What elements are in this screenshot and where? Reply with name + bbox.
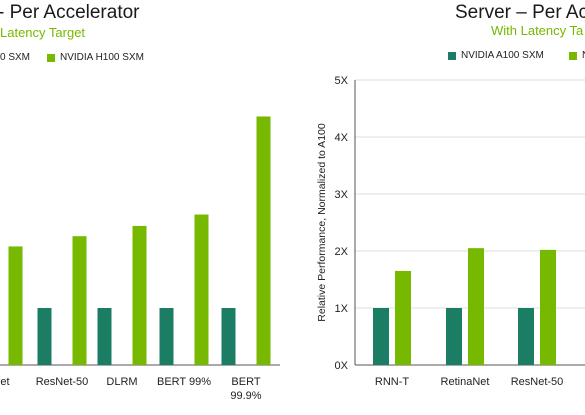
right-legend-h100-label: NV [582,50,585,61]
left-bar-h100 [256,116,271,365]
left-bar-a100 [221,308,236,365]
left-legend-h100: NVIDIA H100 SXM [47,52,144,63]
right-bar-h100 [395,270,411,365]
left-category-label: DLRM [106,376,137,388]
left-legend-h100-swatch [47,53,55,62]
right-chart-panel: Server – Per Acce With Latency Ta NVIDIA… [305,0,585,415]
right-bar-h100 [468,248,484,365]
right-category-label: RetinaNet [441,376,490,388]
right-bar-a100 [373,308,389,365]
right-y-tick-label: 0X [335,360,349,372]
left-bar-h100 [72,236,87,365]
right-chart-subtitle: With Latency Ta [491,23,584,38]
left-legend-h100-label: NVIDIA H100 SXM [60,52,144,63]
left-chart-subtitle: Latency Target [0,25,86,40]
right-bar-a100 [446,308,462,365]
left-bar-a100 [97,308,112,365]
right-chart-title: Server – Per Acce [455,2,585,23]
right-category-label: ResNet-50 [511,376,564,388]
right-y-tick-label: 1X [335,303,349,315]
left-category-label: BERT [231,376,260,388]
right-legend-a100: NVIDIA A100 SXM [448,50,544,61]
right-y-tick-label: 3X [335,189,349,201]
right-legend-a100-swatch [448,51,456,60]
right-legend-h100: NV [569,50,585,61]
right-bar-h100 [540,249,556,365]
right-bar-a100 [518,308,534,365]
left-category-label: aNet [0,376,10,388]
left-chart-plot: aNet ResNet-50 DLRM BERT 99% BERT 99.9% [0,116,280,402]
left-category-label: BERT 99% [157,376,211,388]
left-bar-h100 [8,246,23,365]
right-legend-a100-label: NVIDIA A100 SXM [461,50,544,61]
right-chart-plot: 0X 1X 2X 3X 4X 5X RNN-T RetinaNet ResNet-50 Relat… [316,75,585,388]
left-category-label: 99.9% [230,390,261,402]
right-category-label: RNN-T [375,376,409,388]
left-legend-a100-label: 0 SXM [0,52,31,63]
left-bar-a100 [159,308,174,365]
left-bar-a100 [37,308,52,365]
left-bar-h100 [132,225,147,365]
right-legend-h100-swatch [569,51,577,60]
left-chart-title: - Per Accelerator [0,2,140,23]
left-legend-a100: 0 SXM [0,52,30,63]
left-category-label: ResNet-50 [36,376,89,388]
right-y-tick-label: 5X [335,75,349,87]
right-y-tick-label: 4X [335,132,349,144]
right-y-tick-label: 2X [335,246,349,258]
left-chart-panel: - Per Accelerator Latency Target 0 SXM N… [0,2,280,402]
left-bar-h100 [194,214,209,365]
right-y-axis-label: Relative Performance, Normalized to A100 [316,123,328,322]
